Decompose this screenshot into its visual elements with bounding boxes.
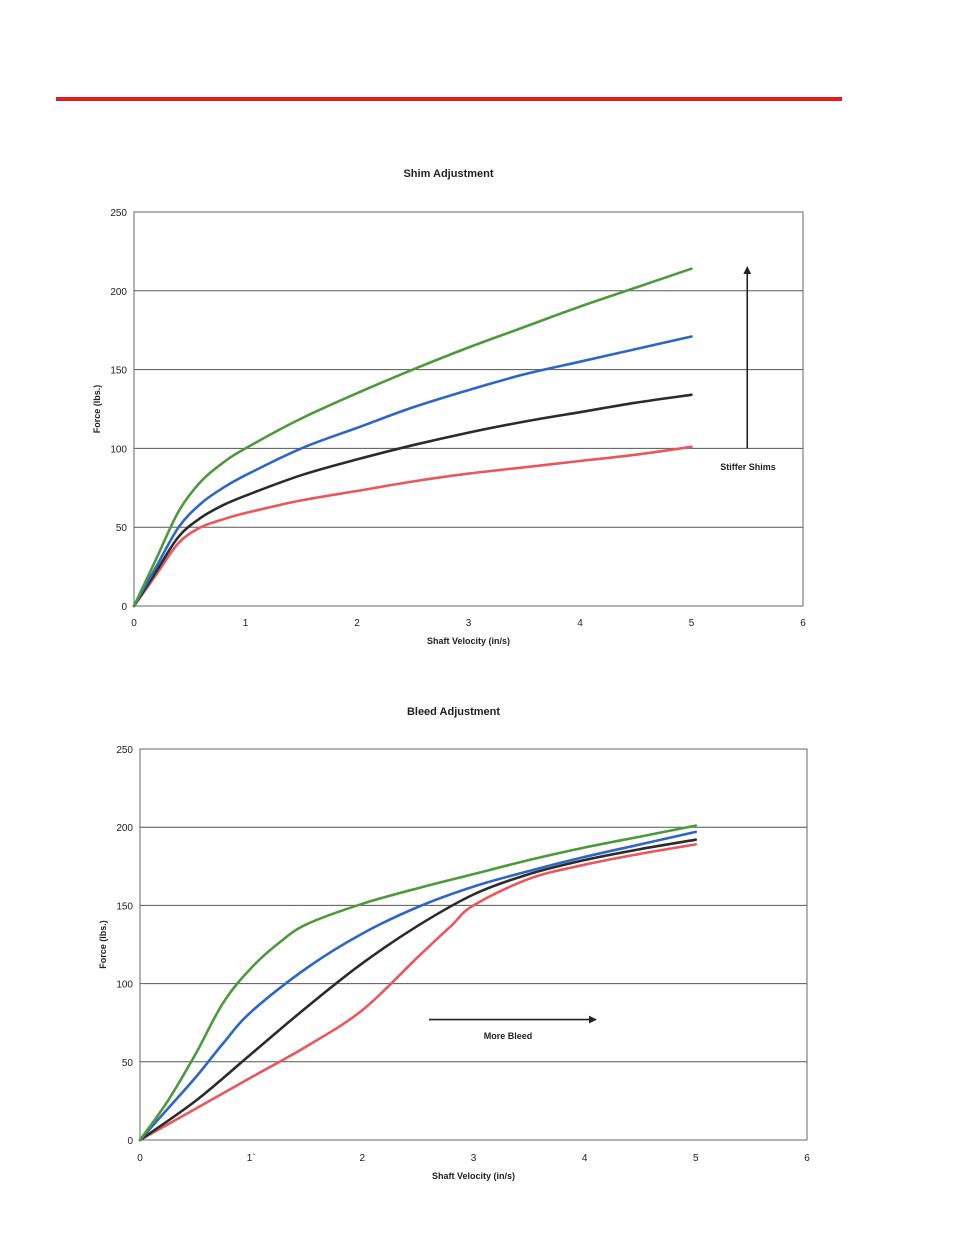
y-tick-label: 50 <box>116 523 128 534</box>
series-line-3 <box>132 335 693 608</box>
x-tick-label: 4 <box>582 1153 588 1164</box>
y-tick-label: 200 <box>116 823 133 834</box>
series-line-2 <box>132 393 693 608</box>
x-tick-label: 0 <box>131 618 137 629</box>
x-tick-label: 2 <box>354 618 360 629</box>
x-tick-label: 1 <box>243 618 249 629</box>
series-line-2 <box>138 838 698 1142</box>
header-rule <box>56 97 842 101</box>
series-line-1 <box>132 445 693 608</box>
y-tick-label: 200 <box>110 287 127 298</box>
x-axis-label: Shaft Velocity (in/s) <box>427 636 510 646</box>
y-tick-label: 100 <box>116 980 133 991</box>
x-tick-label: 2 <box>360 1153 366 1164</box>
y-axis-label: Force (lbs.) <box>92 385 102 434</box>
y-tick-label: 50 <box>122 1058 134 1069</box>
series-line-3 <box>138 830 698 1142</box>
plot-frame <box>133 211 804 607</box>
x-axis-label: Shaft Velocity (in/s) <box>432 1171 515 1181</box>
series-line-4 <box>132 267 693 608</box>
y-tick-label: 250 <box>116 745 133 756</box>
annotation-label: Stiffer Shims <box>720 462 776 472</box>
series-line-1 <box>138 843 698 1142</box>
x-tick-label: 5 <box>693 1153 699 1164</box>
x-tick-label: 1` <box>247 1152 256 1164</box>
x-tick-label: 0 <box>137 1153 143 1164</box>
x-tick-label: 4 <box>577 618 583 629</box>
shim-adjustment-chart: Shim Adjustment 0 50 100 150 200 250 0 1 2 3 4 5 6 Sha… <box>92 168 806 646</box>
y-tick-label: 250 <box>110 208 127 219</box>
chart-title: Shim Adjustment <box>403 168 493 180</box>
y-tick-label: 0 <box>121 602 127 613</box>
x-tick-label: 6 <box>800 618 806 629</box>
series-line-4 <box>138 824 698 1142</box>
x-tick-label: 6 <box>804 1153 810 1164</box>
y-tick-label: 100 <box>110 444 127 455</box>
y-tick-label: 150 <box>110 366 127 377</box>
bleed-adjustment-chart: Bleed Adjustment 0 50 100 150 200 250 0 1` 2 3 4 5 6 S… <box>98 706 810 1181</box>
y-tick-label: 150 <box>116 901 133 912</box>
x-tick-label: 3 <box>466 618 472 629</box>
y-axis-label: Force (lbs.) <box>98 920 108 969</box>
x-tick-label: 3 <box>471 1153 477 1164</box>
annotation-label: More Bleed <box>484 1031 533 1041</box>
plot-frame <box>139 748 808 1141</box>
chart-title: Bleed Adjustment <box>407 706 500 718</box>
y-tick-label: 0 <box>127 1136 133 1147</box>
x-tick-label: 5 <box>689 618 695 629</box>
